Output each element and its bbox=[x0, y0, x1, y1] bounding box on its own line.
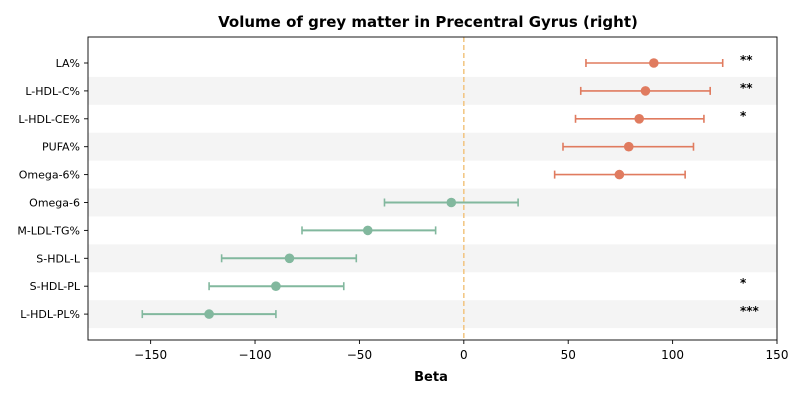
estimate-point bbox=[204, 309, 214, 319]
y-axis-ticks: LA% L-HDL-C% L-HDL-CE% PUFA% Omega-6% Omega-6… bbox=[17, 57, 88, 321]
y-tick-label: L-HDL-CE% bbox=[18, 113, 80, 126]
y-tick-label: S-HDL-PL bbox=[30, 280, 81, 293]
estimate-point bbox=[640, 86, 651, 96]
estimate-point bbox=[271, 281, 281, 292]
x-tick-label: 0 bbox=[460, 348, 468, 362]
y-tick-label: S-HDL-L bbox=[36, 252, 81, 265]
significance-marker: ** bbox=[740, 81, 753, 95]
significance-markers: ********* bbox=[740, 53, 760, 318]
significance-marker: * bbox=[740, 276, 747, 290]
estimate-point bbox=[634, 114, 644, 124]
x-axis-ticks: −150 −100 −50 0 50 100 150 bbox=[134, 340, 788, 362]
axes-frame bbox=[87, 36, 778, 341]
y-tick-label: L-HDL-PL% bbox=[20, 308, 80, 321]
y-tick-label: Omega-6 bbox=[29, 197, 80, 210]
y-tick-label: M-LDL-TG% bbox=[17, 224, 80, 237]
x-tick-label: −50 bbox=[347, 348, 372, 362]
estimate-point bbox=[362, 225, 373, 236]
estimate-point bbox=[446, 197, 457, 208]
significance-marker: * bbox=[740, 109, 747, 123]
y-tick-label: PUFA% bbox=[42, 141, 80, 154]
x-tick-label: 50 bbox=[561, 348, 576, 362]
x-tick-label: 100 bbox=[661, 348, 684, 362]
estimate-point bbox=[284, 253, 295, 264]
y-tick-label: LA% bbox=[56, 57, 80, 70]
x-tick-label: −150 bbox=[134, 348, 167, 362]
y-tick-label: L-HDL-C% bbox=[25, 85, 80, 98]
x-axis-label: Beta bbox=[414, 370, 448, 385]
x-tick-label: −100 bbox=[239, 348, 272, 362]
significance-marker: ** bbox=[740, 53, 753, 67]
estimate-point bbox=[649, 58, 659, 68]
x-tick-label: 150 bbox=[766, 348, 789, 362]
estimate-points bbox=[204, 58, 659, 319]
row-band bbox=[88, 244, 777, 273]
y-tick-label: Omega-6% bbox=[19, 169, 80, 182]
significance-marker: *** bbox=[740, 304, 760, 318]
chart-title: Volume of grey matter in Precentral Gyru… bbox=[218, 13, 638, 31]
estimate-point bbox=[614, 169, 625, 180]
estimate-point bbox=[623, 141, 634, 152]
